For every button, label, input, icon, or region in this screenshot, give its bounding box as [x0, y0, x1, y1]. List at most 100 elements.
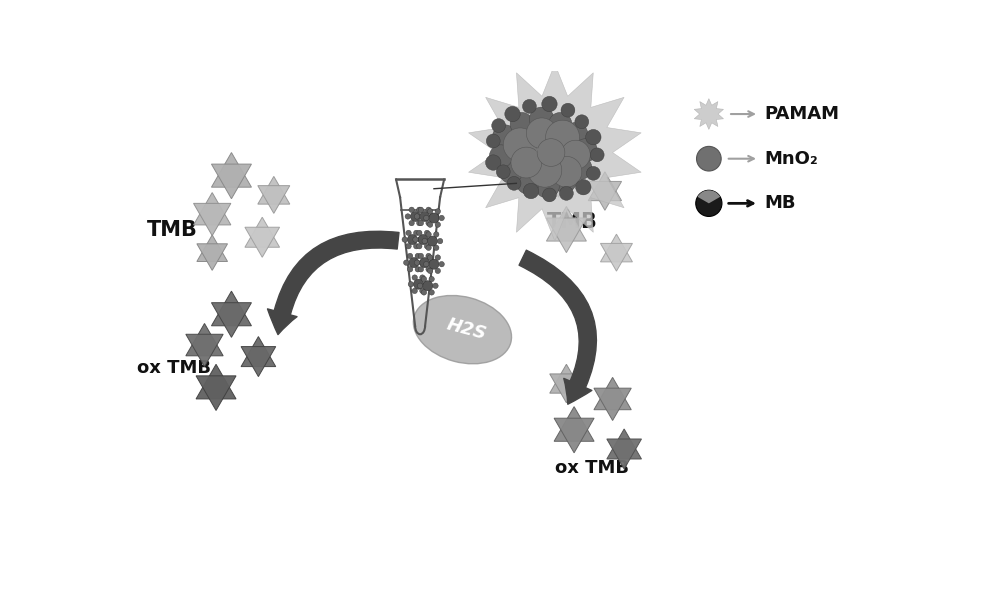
Text: MB: MB [764, 194, 796, 212]
Polygon shape [197, 235, 228, 261]
Circle shape [430, 260, 435, 265]
Circle shape [529, 107, 554, 132]
Circle shape [429, 290, 434, 295]
Circle shape [412, 275, 417, 280]
Text: TMB: TMB [547, 212, 598, 232]
Circle shape [426, 267, 431, 272]
Circle shape [418, 207, 424, 213]
Circle shape [424, 215, 429, 220]
Circle shape [439, 261, 444, 267]
Circle shape [496, 165, 510, 178]
Polygon shape [594, 378, 631, 410]
Circle shape [559, 186, 573, 200]
Circle shape [435, 209, 441, 214]
Circle shape [428, 237, 434, 242]
Polygon shape [241, 336, 276, 366]
Circle shape [420, 258, 430, 268]
Circle shape [434, 245, 439, 251]
Circle shape [429, 213, 439, 223]
Circle shape [408, 281, 414, 287]
Circle shape [414, 214, 420, 219]
Circle shape [407, 235, 417, 245]
Circle shape [549, 112, 572, 135]
Circle shape [511, 147, 542, 178]
Circle shape [492, 125, 517, 150]
Polygon shape [540, 165, 577, 197]
Circle shape [414, 279, 424, 289]
Circle shape [420, 212, 430, 222]
Polygon shape [194, 193, 231, 225]
Circle shape [417, 220, 422, 226]
Circle shape [429, 277, 434, 282]
Circle shape [402, 237, 407, 242]
Polygon shape [554, 418, 594, 453]
Polygon shape [211, 291, 251, 326]
Circle shape [435, 268, 441, 274]
Circle shape [543, 188, 556, 202]
Circle shape [413, 237, 418, 242]
Polygon shape [550, 374, 583, 403]
Circle shape [528, 153, 562, 187]
Polygon shape [550, 364, 583, 393]
Polygon shape [607, 439, 641, 469]
Circle shape [516, 171, 539, 194]
Circle shape [406, 243, 411, 249]
Circle shape [427, 222, 433, 228]
Circle shape [420, 214, 426, 219]
Circle shape [409, 220, 414, 226]
Circle shape [404, 260, 409, 265]
Text: TMB: TMB [147, 219, 198, 239]
Circle shape [407, 267, 413, 272]
Circle shape [410, 212, 420, 222]
Polygon shape [245, 217, 280, 247]
Circle shape [424, 230, 430, 236]
Text: ox TMB: ox TMB [555, 459, 629, 478]
Circle shape [569, 157, 592, 180]
Polygon shape [258, 176, 290, 204]
Circle shape [415, 254, 420, 259]
Polygon shape [258, 186, 290, 213]
Circle shape [537, 139, 565, 167]
Circle shape [427, 236, 437, 246]
Polygon shape [554, 407, 594, 441]
Circle shape [435, 255, 441, 260]
Circle shape [546, 120, 579, 154]
Circle shape [417, 230, 422, 236]
Text: MnO₂: MnO₂ [764, 150, 818, 168]
Circle shape [421, 290, 427, 295]
Circle shape [426, 207, 431, 213]
Circle shape [553, 170, 576, 193]
Circle shape [409, 207, 414, 213]
Polygon shape [211, 303, 251, 337]
Circle shape [427, 268, 433, 274]
Circle shape [427, 255, 433, 260]
Polygon shape [600, 234, 632, 262]
Polygon shape [600, 243, 632, 271]
Circle shape [427, 209, 433, 214]
Polygon shape [546, 218, 586, 252]
Circle shape [426, 245, 431, 251]
Polygon shape [211, 164, 251, 199]
Circle shape [412, 288, 417, 294]
Circle shape [405, 214, 410, 219]
Polygon shape [186, 323, 223, 356]
Circle shape [499, 160, 523, 183]
Circle shape [415, 267, 420, 272]
Circle shape [561, 140, 590, 170]
Circle shape [418, 235, 428, 245]
Polygon shape [194, 203, 231, 236]
Polygon shape [211, 152, 251, 187]
Circle shape [696, 190, 722, 216]
Circle shape [409, 258, 419, 268]
Circle shape [486, 134, 500, 148]
Circle shape [421, 277, 427, 282]
Circle shape [576, 180, 591, 195]
Circle shape [439, 215, 444, 220]
Circle shape [586, 167, 600, 180]
Circle shape [434, 232, 439, 237]
Circle shape [417, 207, 422, 213]
Polygon shape [588, 172, 622, 201]
Circle shape [426, 220, 431, 226]
Polygon shape [186, 335, 223, 366]
Circle shape [586, 129, 601, 145]
